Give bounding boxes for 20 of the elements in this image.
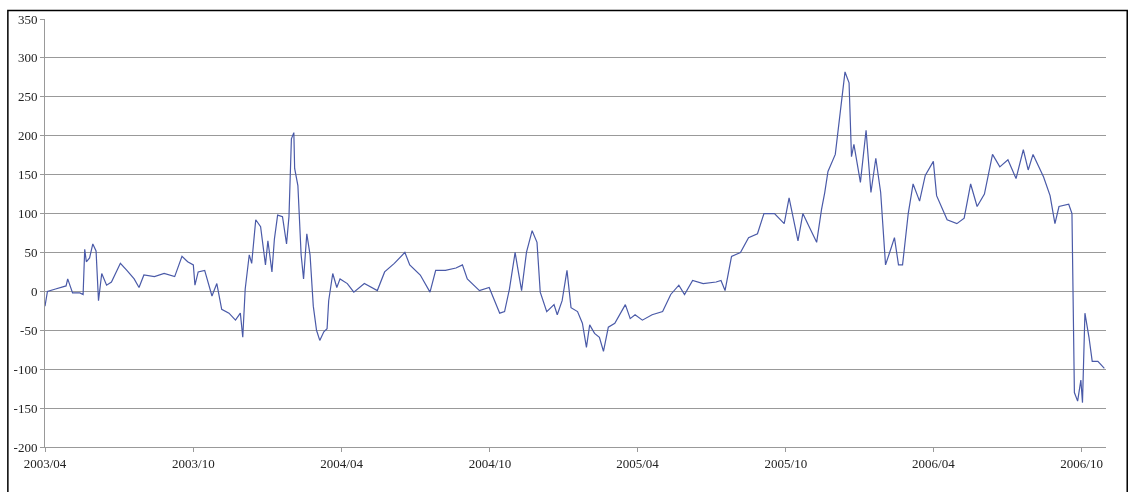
y-tick-label: 350 bbox=[17, 11, 38, 27]
x-tick-label: 2005/04 bbox=[616, 455, 660, 471]
y-tick-label: 50 bbox=[24, 245, 38, 260]
x-tick-label: 2006/04 bbox=[912, 455, 956, 471]
y-tick-label: -50 bbox=[20, 322, 38, 338]
x-tick-label: 2005/10 bbox=[764, 455, 808, 471]
y-tick-label: 0 bbox=[30, 283, 38, 299]
y-tick-label: -150 bbox=[13, 400, 38, 416]
y-tick-label: 200 bbox=[17, 128, 38, 144]
x-tick-label: 2004/04 bbox=[320, 455, 364, 471]
x-tick-label: 2006/10 bbox=[1060, 455, 1103, 471]
y-tick-label: 100 bbox=[17, 206, 38, 222]
x-tick-label: 2004/10 bbox=[468, 455, 512, 471]
y-tick-label: 150 bbox=[17, 167, 38, 183]
x-tick-label: 2003/10 bbox=[172, 455, 215, 471]
y-tick-label: 300 bbox=[17, 50, 38, 66]
x-tick-label: 2003/04 bbox=[23, 455, 67, 471]
y-tick-label: -200 bbox=[13, 439, 38, 455]
y-tick-label: -100 bbox=[13, 361, 38, 377]
y-tick-label: 250 bbox=[17, 89, 38, 105]
